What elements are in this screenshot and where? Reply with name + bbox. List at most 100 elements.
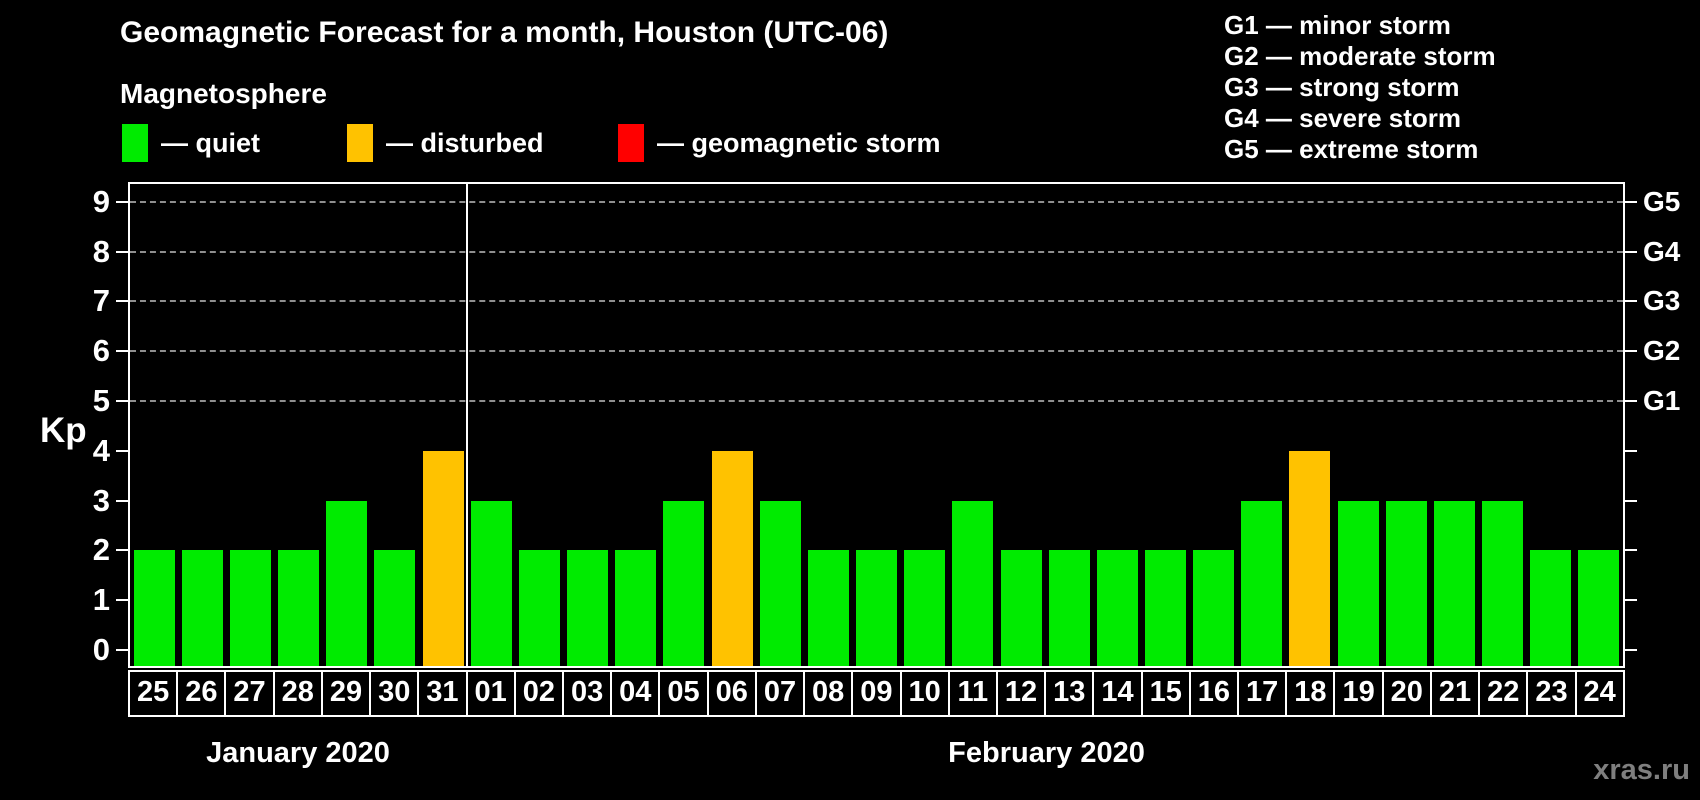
y-axis-tick-label: 0 xyxy=(92,632,110,667)
day-axis: 25 26 27 28 29 30 31 01 02 03 04 05 06 07 08 09 10 11 12 13… xyxy=(128,670,1625,717)
watermark: xras.ru xyxy=(1593,754,1690,786)
kp-bar xyxy=(326,500,368,666)
kp-bar xyxy=(856,550,898,666)
kp-bar xyxy=(374,550,416,666)
kp-bar xyxy=(229,550,271,666)
day-label: 28 xyxy=(275,672,323,715)
kp-bar xyxy=(422,450,464,666)
storm-level-gridline xyxy=(130,200,1623,203)
y-axis-tick xyxy=(116,499,128,502)
kp-bar xyxy=(1433,500,1475,666)
y-axis-title: Kp xyxy=(40,411,87,450)
kp-bar xyxy=(1482,500,1524,666)
kp-bar xyxy=(759,500,801,666)
day-label: 01 xyxy=(468,672,516,715)
day-label: 21 xyxy=(1432,672,1481,715)
g-scale-legend: G1 — minor storm G2 — moderate storm G3 — … xyxy=(1224,10,1496,165)
y-axis-tick xyxy=(116,400,128,403)
month-separator-line xyxy=(466,184,469,666)
storm-swatch xyxy=(618,124,644,162)
right-axis-tick xyxy=(1625,499,1637,502)
kp-bar xyxy=(1337,500,1379,666)
g-scale-legend-line: G3 — strong storm xyxy=(1224,72,1460,102)
right-axis-tick xyxy=(1625,549,1637,552)
day-label: 29 xyxy=(323,672,372,715)
kp-bar xyxy=(1096,550,1138,666)
kp-bar xyxy=(1578,550,1620,666)
day-label: 17 xyxy=(1239,672,1288,715)
kp-bar xyxy=(470,500,512,666)
day-label: 15 xyxy=(1143,672,1191,715)
y-axis-tick xyxy=(116,449,128,452)
day-label: 08 xyxy=(805,672,854,715)
day-label: 30 xyxy=(371,672,420,715)
g-level-label: G1 xyxy=(1643,385,1681,417)
g-level-label: G3 xyxy=(1643,285,1681,317)
day-label: 05 xyxy=(660,672,709,715)
quiet-swatch xyxy=(122,124,148,162)
day-label: 19 xyxy=(1335,672,1384,715)
right-axis-tick xyxy=(1625,449,1637,452)
legend-label: — geomagnetic storm xyxy=(657,127,941,158)
legend-label: — quiet xyxy=(161,127,260,158)
day-label: 11 xyxy=(950,672,998,715)
g-level-label: G2 xyxy=(1643,335,1681,367)
month-label-february: February 2020 xyxy=(948,737,1145,769)
g-level-label: G5 xyxy=(1643,185,1681,217)
day-label: 20 xyxy=(1384,672,1432,715)
y-axis-tick-label: 5 xyxy=(92,383,110,419)
y-axis-tick-label: 3 xyxy=(92,482,110,518)
day-label: 04 xyxy=(612,672,661,715)
legend-item: — disturbed xyxy=(347,122,544,164)
right-axis-tick xyxy=(1625,649,1637,651)
kp-bar xyxy=(278,550,320,666)
day-label: 31 xyxy=(419,672,468,715)
kp-bar xyxy=(1193,550,1235,666)
day-label: 16 xyxy=(1191,672,1240,715)
y-axis-tick xyxy=(116,599,128,602)
day-label: 23 xyxy=(1528,672,1577,715)
right-axis-tick xyxy=(1625,300,1637,303)
y-axis-tick-label: 8 xyxy=(92,233,110,269)
kp-bar xyxy=(1385,500,1427,666)
y-axis-tick-label: 2 xyxy=(92,532,110,568)
day-label: 02 xyxy=(516,672,564,715)
g-scale-legend-line: G1 — minor storm xyxy=(1224,10,1451,40)
day-label: 27 xyxy=(226,672,275,715)
y-axis-tick xyxy=(116,649,128,651)
right-axis-tick xyxy=(1625,250,1637,253)
kp-bar xyxy=(567,550,609,666)
kp-bar xyxy=(1241,500,1283,666)
y-axis-tick xyxy=(116,250,128,253)
day-label: 14 xyxy=(1094,672,1143,715)
storm-level-gridline xyxy=(130,350,1623,353)
g-scale-legend-line: G5 — extreme storm xyxy=(1224,134,1479,164)
plot-area xyxy=(128,182,1625,668)
kp-bar xyxy=(711,450,753,666)
day-label: 10 xyxy=(902,672,950,715)
storm-level-gridline xyxy=(130,250,1623,253)
day-label: 06 xyxy=(709,672,757,715)
kp-bar xyxy=(1048,550,1090,666)
legend-item: — geomagnetic storm xyxy=(618,122,941,164)
y-axis-tick-label: 1 xyxy=(92,582,110,618)
day-label: 22 xyxy=(1480,672,1529,715)
y-axis-tick xyxy=(116,300,128,303)
right-axis-tick xyxy=(1625,350,1637,353)
kp-bar xyxy=(615,550,657,666)
kp-bar xyxy=(1289,450,1331,666)
storm-level-gridline xyxy=(130,400,1623,403)
y-axis-tick xyxy=(116,549,128,552)
kp-bar xyxy=(1530,550,1572,666)
day-label: 24 xyxy=(1583,676,1616,708)
y-axis-tick xyxy=(116,350,128,353)
g-level-label: G4 xyxy=(1643,235,1681,267)
month-label-january: January 2020 xyxy=(206,737,390,769)
right-axis-tick xyxy=(1625,599,1637,602)
day-label: 07 xyxy=(757,672,806,715)
day-label: 25 xyxy=(130,672,179,715)
legend-item: — quiet xyxy=(122,122,260,164)
legend-label: — disturbed xyxy=(386,127,544,158)
y-axis-tick-label: 9 xyxy=(92,183,110,219)
